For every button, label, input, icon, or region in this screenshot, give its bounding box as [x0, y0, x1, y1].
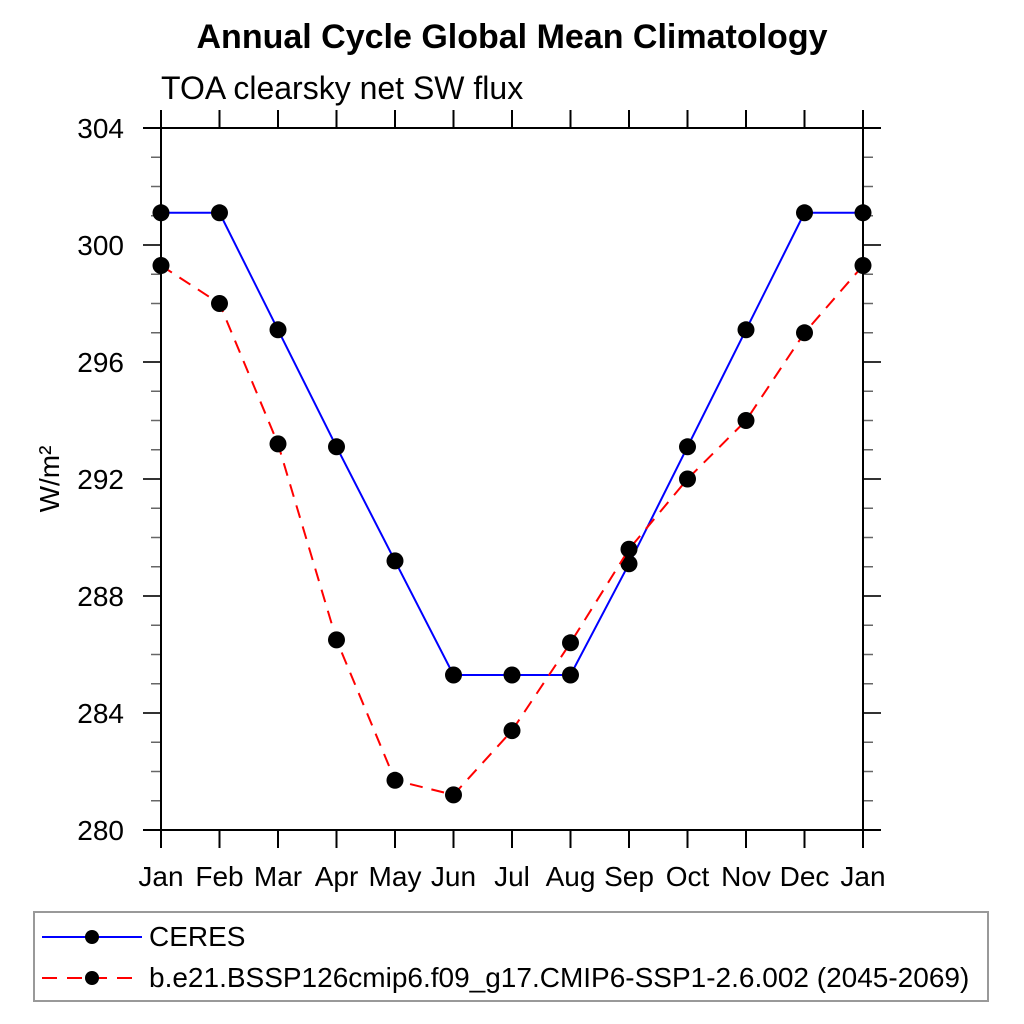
y-tick-label: 288	[77, 581, 124, 612]
data-point-marker	[737, 321, 755, 339]
data-point-marker	[620, 540, 638, 558]
x-tick-label: Jun	[431, 861, 476, 892]
data-point-marker	[269, 435, 287, 453]
data-point-marker	[796, 204, 813, 222]
data-point-marker	[386, 771, 404, 789]
chart-subtitle: TOA clearsky net SW flux	[161, 70, 524, 106]
data-point-marker	[152, 257, 170, 274]
x-tick-label: Nov	[721, 861, 771, 892]
legend-sample-dashed-line	[42, 970, 142, 985]
data-point-marker	[328, 631, 345, 649]
x-tick-label: Aug	[546, 861, 596, 892]
data-point-marker	[737, 412, 755, 429]
data-point-marker	[445, 786, 462, 804]
data-point-marker	[854, 204, 872, 222]
data-point-marker	[269, 321, 287, 339]
data-point-marker	[679, 470, 696, 488]
legend-entry-0: CERES	[35, 916, 987, 957]
y-tick-label: 300	[77, 230, 124, 261]
legend-box: CERES b.e21.BSSP126cmip6.f09_g17.CMIP6-SS…	[33, 911, 989, 1002]
x-tick-label: Jan	[840, 861, 885, 892]
legend-label: CERES	[149, 920, 246, 952]
y-tick-label: 304	[77, 113, 124, 144]
y-tick-label: 296	[77, 347, 124, 378]
data-point-marker	[562, 634, 579, 652]
x-tick-label: Jul	[494, 861, 530, 892]
data-point-marker	[211, 204, 228, 222]
x-tick-label: Sep	[604, 861, 654, 892]
legend-marker-dot	[85, 970, 99, 985]
x-tick-label: May	[369, 861, 422, 892]
y-tick-label: 280	[77, 815, 124, 846]
x-tick-label: Apr	[315, 861, 359, 892]
data-point-marker	[445, 666, 462, 684]
data-point-marker	[386, 552, 404, 570]
x-tick-label: Oct	[666, 861, 710, 892]
data-point-marker	[679, 438, 696, 456]
legend-entry-1: b.e21.BSSP126cmip6.f09_g17.CMIP6-SSP1-2.…	[35, 957, 987, 998]
data-point-marker	[152, 204, 170, 222]
data-point-marker	[562, 666, 579, 684]
legend-label: b.e21.BSSP126cmip6.f09_g17.CMIP6-SSP1-2.…	[149, 961, 970, 993]
data-point-marker	[503, 722, 521, 740]
data-point-marker	[211, 295, 228, 312]
data-point-marker	[328, 438, 345, 456]
y-tick-label: 292	[77, 464, 124, 495]
data-point-marker	[620, 555, 638, 573]
x-tick-label: Mar	[254, 861, 302, 892]
x-tick-label: Feb	[195, 861, 243, 892]
x-tick-label: Dec	[780, 861, 830, 892]
data-point-marker	[854, 257, 872, 274]
series-line-1	[160, 264, 864, 797]
data-point-marker	[503, 666, 521, 684]
y-tick-label: 284	[77, 698, 124, 729]
legend-marker-dot	[85, 929, 99, 944]
x-tick-label: Jan	[138, 861, 183, 892]
series-line-0	[161, 211, 863, 676]
legend-sample-solid-line	[42, 929, 142, 944]
chart-title: Annual Cycle Global Mean Climatology	[196, 18, 828, 56]
data-point-marker	[796, 324, 813, 342]
